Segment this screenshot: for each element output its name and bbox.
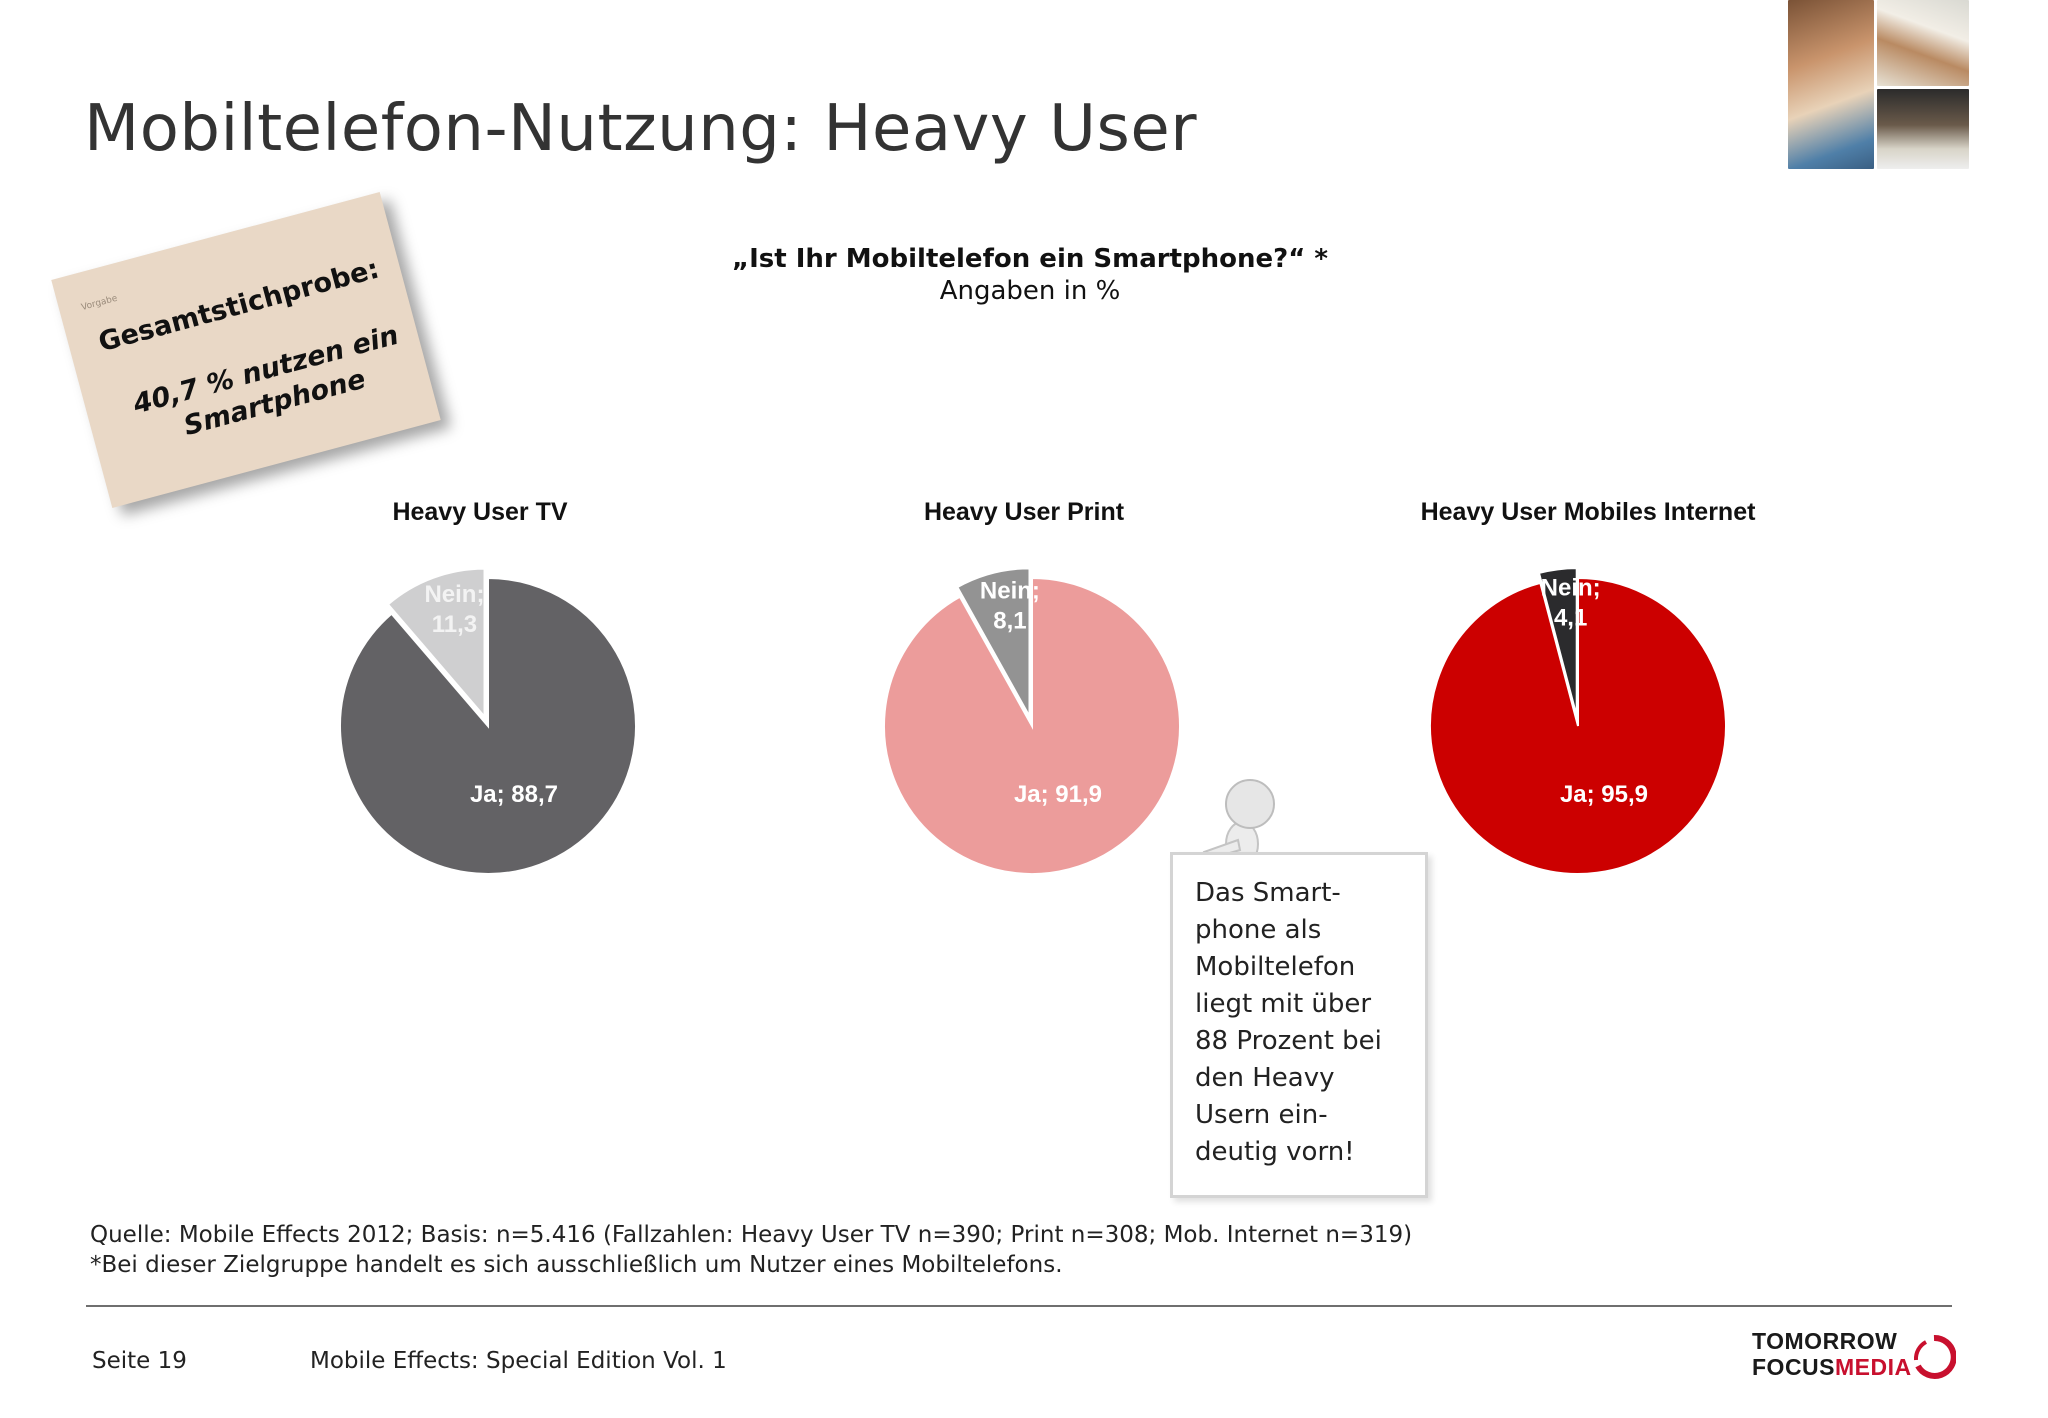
callout-text: Das Smart- phone als Mobiltelefon liegt …: [1195, 878, 1382, 1167]
unit-note: Angaben in %: [939, 276, 1121, 306]
pie-slice-mobile-internet-nein: [1537, 567, 1578, 717]
publication-name: Mobile Effects: Special Edition Vol. 1: [310, 1348, 727, 1374]
logo-media: MEDIA: [1835, 1354, 1912, 1380]
header-photo-collage: [1788, 0, 1970, 170]
photo-man-smiling: [1877, 0, 1969, 86]
company-logo: TOMORROW FOCUSMEDIA: [1752, 1328, 1962, 1388]
survey-question: „Ist Ihr Mobiltelefon ein Smartphone?“ *: [732, 244, 1328, 274]
logo-line-1: TOMORROW: [1752, 1328, 1898, 1354]
footer-divider: [86, 1305, 1952, 1307]
pie-title-tv: Heavy User TV: [392, 498, 568, 526]
pie-slice-tv-ja: [339, 576, 637, 875]
logo-ring-icon: [1913, 1334, 1956, 1379]
pie-label-print-nein: Nein; 8,1: [980, 577, 1040, 634]
logo-line-2: FOCUSMEDIA: [1752, 1354, 1912, 1381]
target-group-footnote: *Bei dieser Zielgruppe handelt es sich a…: [90, 1252, 1063, 1278]
pie-label-tv-nein: Nein; 11,3: [424, 581, 484, 638]
pie-slice-print-ja: [883, 576, 1181, 875]
photo-man-with-tablet: [1788, 0, 1874, 169]
pie-title-print: Heavy User Print: [923, 498, 1125, 526]
pie-slice-tv-nein: [386, 567, 486, 720]
logo-focus: FOCUS: [1752, 1354, 1835, 1380]
pie-label-tv-ja: Ja; 88,7: [470, 781, 558, 808]
photo-man-reading-newspaper: [1877, 89, 1969, 169]
pie-title-mobile-internet: Heavy User Mobiles Internet: [1420, 498, 1756, 526]
source-note: Quelle: Mobile Effects 2012; Basis: n=5.…: [90, 1222, 1413, 1248]
callout-note: Das Smart- phone als Mobiltelefon liegt …: [1170, 852, 1428, 1198]
page-number: Seite 19: [92, 1348, 187, 1374]
pie-label-mobile-internet-nein: Nein; 4,1: [1541, 574, 1601, 631]
footnotes: Quelle: Mobile Effects 2012; Basis: n=5.…: [90, 1220, 1412, 1280]
pie-slice-print-nein: [956, 567, 1031, 721]
pie-slice-mobile-internet-ja: [1429, 576, 1727, 875]
page-title: Mobiltelefon-Nutzung: Heavy User: [84, 92, 1197, 166]
pie-label-mobile-internet-ja: Ja; 95,9: [1560, 781, 1648, 808]
pie-label-print-ja: Ja; 91,9: [1014, 781, 1102, 808]
